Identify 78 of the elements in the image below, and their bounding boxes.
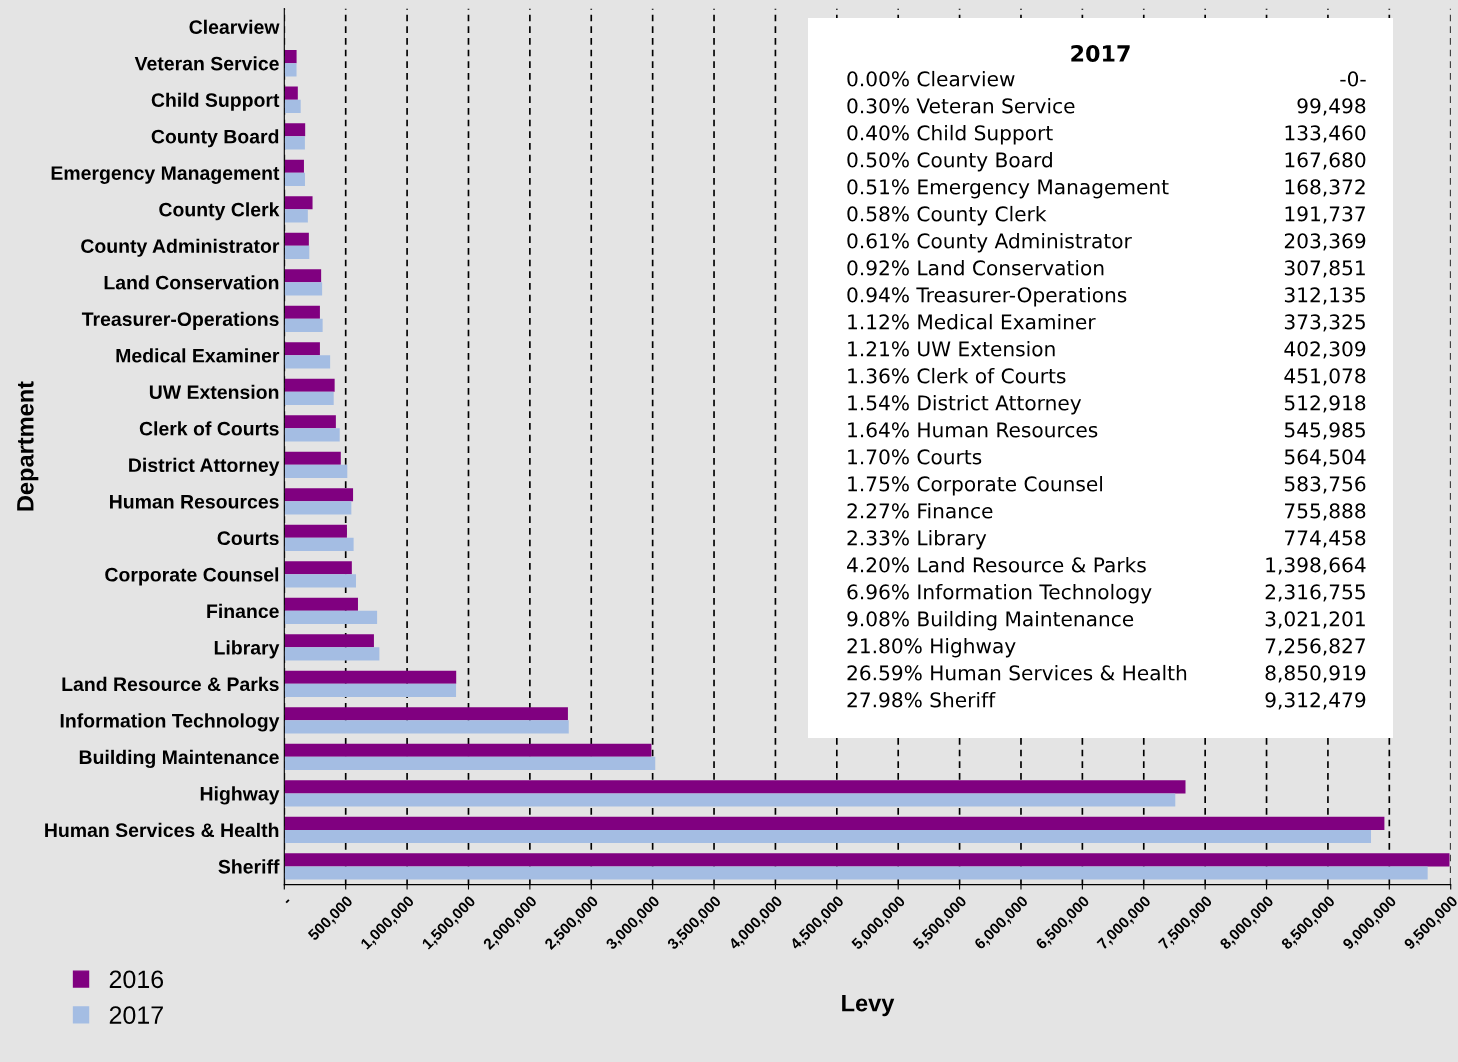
annotation: 8,850,919 — [1265, 665, 1366, 683]
annotation: 2.33% Library — [847, 529, 987, 550]
annotation: 755,888 — [1285, 503, 1366, 521]
y-tick-label: District Attorney — [129, 457, 280, 476]
y-tick-label: Land Resource & Parks — [62, 676, 279, 692]
annotation: 27.98% Sheriff — [847, 691, 996, 708]
annotation: 402,309 — [1284, 341, 1366, 359]
annotation: 191,737 — [1285, 206, 1365, 224]
annotation: 167,680 — [1285, 152, 1366, 170]
x-tick-label: - — [285, 899, 290, 904]
y-tick-label: County Clerk — [159, 202, 280, 221]
annotation: 2,316,755 — [1265, 584, 1365, 602]
y-tick-label: Clerk of Courts — [139, 421, 279, 436]
annotation: 9,312,479 — [1265, 692, 1366, 710]
annotation: 1,398,664 — [1266, 557, 1366, 575]
annotation: 774,458 — [1285, 530, 1366, 548]
annotation: 7,256,827 — [1265, 638, 1365, 656]
y-tick-label: Corporate Counsel — [105, 567, 279, 586]
annotation: 0.50% County Board — [847, 151, 1052, 172]
x-axis-title: Levy — [842, 995, 895, 1017]
annotation: 1.75% Corporate Counsel — [848, 475, 1102, 496]
y-tick-label: Highway — [200, 786, 280, 805]
legend-label: 2017 — [109, 1006, 163, 1024]
annotation: 1.36% Clerk of Courts — [848, 367, 1066, 384]
y-tick-label: Human Services & Health — [45, 822, 279, 838]
y-axis-title: Department — [17, 381, 39, 511]
annotation: 2017 — [1071, 45, 1130, 62]
y-tick-label: Courts — [217, 531, 279, 546]
y-tick-label: Veteran Service — [134, 56, 279, 71]
legend-label: 2016 — [109, 970, 164, 989]
annotation: 133,460 — [1285, 125, 1366, 143]
annotation: 307,851 — [1284, 260, 1365, 278]
annotation: 6.96% Information Technology — [847, 583, 1152, 604]
y-tick-label: Land Conservation — [104, 275, 279, 290]
annotation: 0.40% Child Support — [847, 124, 1053, 145]
annotation: 21.80% Highway — [847, 637, 1016, 658]
annotation: 0.51% Emergency Management — [847, 179, 1169, 199]
y-tick-label: Sheriff — [218, 859, 280, 874]
annotation: 0.00% Clearview — [847, 70, 1015, 87]
y-tick-label: County Administrator — [81, 238, 280, 257]
annotation: 2.27% Finance — [847, 502, 993, 519]
y-tick-label: Information Technology — [60, 713, 280, 732]
annotation: 312,135 — [1284, 287, 1365, 305]
annotation: 99,498 — [1297, 98, 1366, 116]
y-tick-label: County Board — [151, 129, 279, 148]
annotation: 564,504 — [1284, 449, 1366, 467]
annotation: 1.54% District Attorney — [848, 394, 1082, 415]
annotation: 0.30% Veteran Service — [847, 97, 1075, 114]
annotation: 0.61% County Administrator — [847, 232, 1132, 253]
annotation: 0.94% Treasurer-Operations — [847, 286, 1127, 307]
y-tick-label: Finance — [207, 603, 279, 619]
annotation: 1.12% Medical Examiner — [848, 313, 1096, 330]
y-tick-label: Building Maintenance — [79, 749, 279, 769]
annotation: 512,918 — [1284, 395, 1366, 413]
y-tick-label: UW Extension — [149, 384, 279, 400]
annotation: 4.20% Land Resource & Parks — [847, 556, 1146, 573]
y-tick-label: Medical Examiner — [116, 348, 280, 363]
annotation: 203,369 — [1284, 233, 1366, 251]
annotation: -0- — [1340, 71, 1366, 87]
annotation: 373,325 — [1284, 314, 1365, 332]
annotation: 168,372 — [1285, 179, 1365, 197]
y-tick-label: Treasurer-Operations — [81, 311, 279, 330]
annotation: 26.59% Human Services & Health — [847, 664, 1187, 681]
y-tick-label: Clearview — [189, 19, 280, 34]
annotation: 1.21% UW Extension — [848, 340, 1055, 357]
annotation: 545,985 — [1284, 422, 1365, 440]
annotation: 0.92% Land Conservation — [847, 259, 1104, 276]
annotation: 0.58% County Clerk — [847, 205, 1047, 226]
y-tick-label: Emergency Management — [51, 166, 280, 184]
annotation: 3,021,201 — [1265, 611, 1365, 629]
annotation: 1.64% Human Resources — [848, 422, 1098, 438]
y-tick-label: Child Support — [151, 92, 280, 111]
y-tick-label: Human Resources — [110, 495, 279, 509]
annotation: 9.08% Building Maintenance — [847, 610, 1134, 631]
annotation: 583,756 — [1284, 476, 1366, 494]
annotation: 1.70% Courts — [848, 449, 982, 465]
annotation: 451,078 — [1284, 368, 1366, 386]
y-tick-label: Library — [214, 640, 280, 659]
